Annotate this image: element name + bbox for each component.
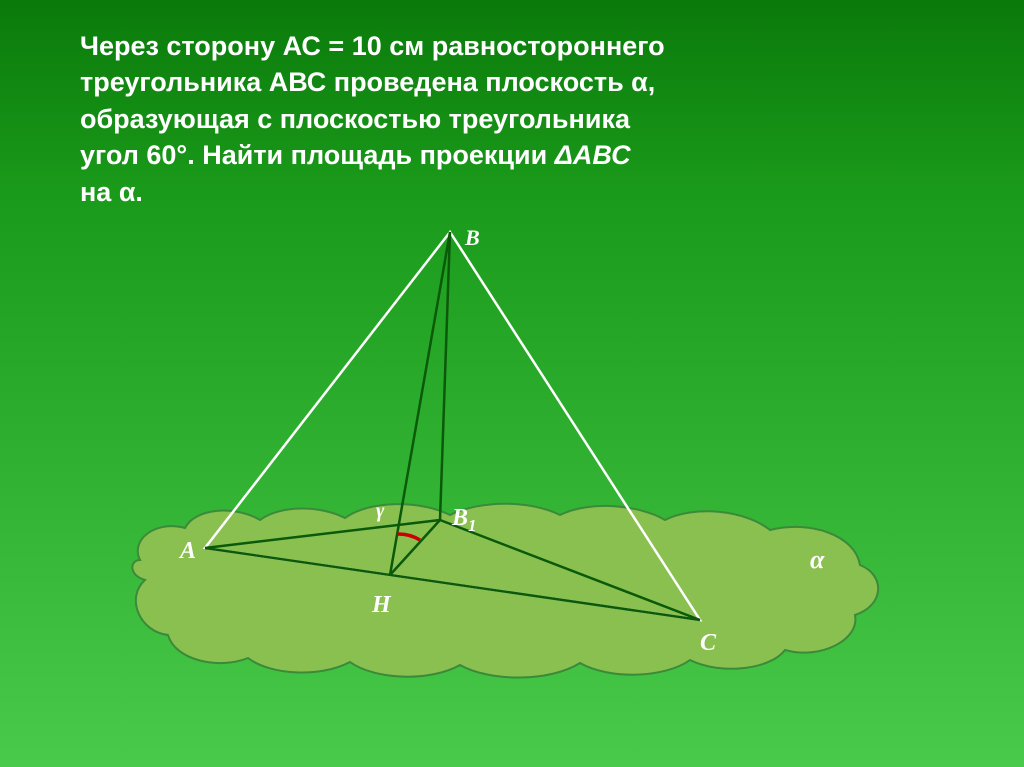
label-b: В (465, 225, 480, 251)
label-a: A (180, 538, 196, 565)
geometry-diagram (0, 0, 1024, 767)
label-c: C (700, 630, 716, 657)
label-alpha: α (810, 545, 824, 575)
label-gamma: γ (376, 500, 384, 523)
label-h: H (372, 592, 391, 619)
label-b1: B1 (452, 505, 476, 536)
